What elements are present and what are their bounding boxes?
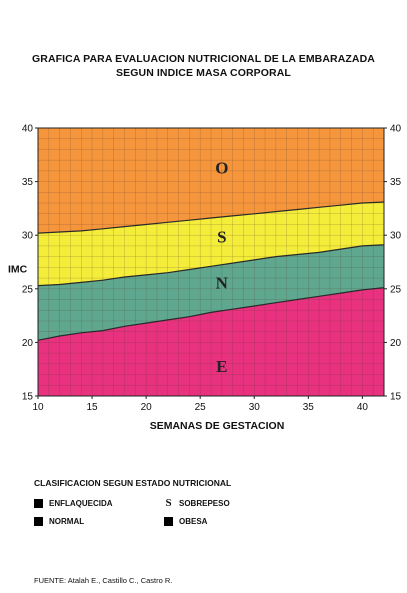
x-tick-label: 20 xyxy=(141,402,153,413)
source-footer: FUENTE: Atalah E., Castillo C., Castro R… xyxy=(34,576,173,585)
zones-layer xyxy=(38,128,384,396)
legend-label-obesa: OBESA xyxy=(179,517,208,526)
legend-label-enflaquecida: ENFLAQUECIDA xyxy=(49,498,113,508)
boundary-layer xyxy=(37,201,385,341)
legend-item-normal: NORMAL xyxy=(34,517,164,526)
boundary-line-n-s xyxy=(37,244,385,287)
legend-swatch-normal xyxy=(34,517,43,526)
y-tick-label-left: 30 xyxy=(22,231,34,242)
legend-item-obesa: OBESA xyxy=(164,517,284,526)
zone-letter-e: E xyxy=(216,357,227,376)
y-tick-label-right: 20 xyxy=(390,338,402,349)
zone-n-area xyxy=(38,244,384,341)
x-tick-label: 15 xyxy=(87,402,99,413)
title-line-1: GRAFICA PARA EVALUACION NUTRICIONAL DE L… xyxy=(32,53,375,65)
title-line-2: SEGUN INDICE MASA CORPORAL xyxy=(116,67,291,79)
zone-s-area xyxy=(38,202,384,286)
legend-symbol-sobrepeso: S xyxy=(165,497,172,509)
y-axis-label: IMC xyxy=(8,264,28,276)
legend-item-sobrepeso: S SOBREPESO xyxy=(164,497,284,509)
x-tick-label: 30 xyxy=(249,402,261,413)
zone-letters: E N S O xyxy=(215,159,228,376)
boundary-line-s-o xyxy=(37,201,385,234)
chart-title: GRAFICA PARA EVALUACION NUTRICIONAL DE L… xyxy=(0,52,407,80)
zone-letter-s: S xyxy=(217,227,226,246)
y-tick-label-left: 20 xyxy=(22,338,34,349)
y-tick-label-right: 15 xyxy=(390,392,402,403)
zone-letter-o: O xyxy=(215,159,228,178)
y-tick-label-left: 15 xyxy=(22,392,34,403)
x-tick-label: 35 xyxy=(303,402,315,413)
zone-letter-n: N xyxy=(216,273,229,292)
legend-title: CLASIFICACION SEGUN ESTADO NUTRICIONAL xyxy=(34,478,232,488)
y-tick-label-right: 35 xyxy=(390,177,402,188)
legend-label-sobrepeso: SOBREPESO xyxy=(179,498,230,508)
legend-label-normal: NORMAL xyxy=(49,517,85,526)
plot-frame xyxy=(37,127,385,397)
legend-grid: ENFLAQUECIDA S SOBREPESO NORMAL OBESA xyxy=(34,497,374,526)
legend: CLASIFICACION SEGUN ESTADO NUTRICIONAL E… xyxy=(34,478,374,526)
y-tick-label-left: 25 xyxy=(22,284,34,295)
boundary-line-e-n xyxy=(37,287,385,341)
legend-swatch-enflaquecida xyxy=(34,498,43,508)
y-tick-label-right: 30 xyxy=(390,231,402,242)
x-tick-label: 40 xyxy=(357,402,369,413)
zone-o-area xyxy=(38,128,384,234)
y-tick-label-left: 35 xyxy=(22,177,34,188)
y-tick-label-left: 40 xyxy=(22,124,34,135)
zone-e-area xyxy=(38,287,384,396)
y-tick-label-right: 25 xyxy=(390,284,402,295)
y-tick-label-right: 40 xyxy=(390,124,402,135)
x-tick-label: 10 xyxy=(32,402,44,413)
x-axis-label: SEMANAS DE GESTACION xyxy=(150,420,285,432)
legend-swatch-obesa xyxy=(164,517,173,526)
legend-item-enflaquecida: ENFLAQUECIDA xyxy=(34,497,164,509)
grid-layer xyxy=(37,127,385,397)
x-tick-label: 25 xyxy=(195,402,207,413)
